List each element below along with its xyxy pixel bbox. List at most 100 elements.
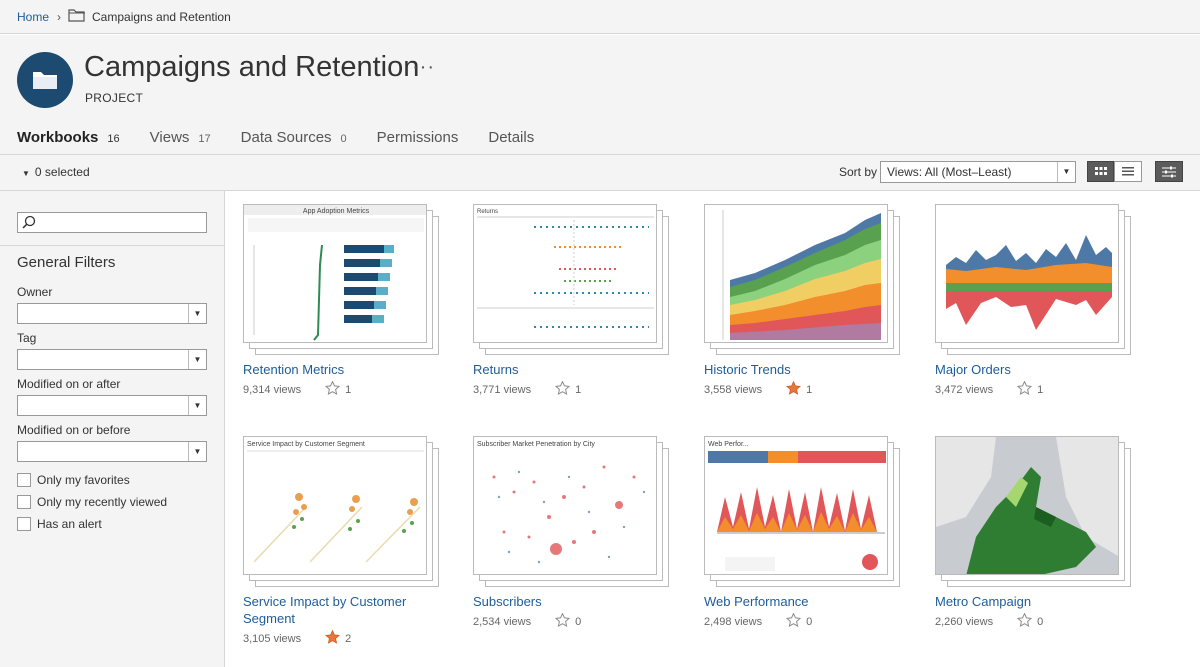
tab-label: Permissions (376, 129, 459, 146)
workbook-thumbnail[interactable] (935, 204, 1135, 356)
tab-bar: Workbooks 16 Views 17 Data Sources 0 Permis… (17, 129, 564, 157)
chevron-down-icon: ▼ (188, 442, 206, 461)
checkbox-box[interactable] (17, 517, 31, 531)
sort-select[interactable]: Views: All (Most–Least) ▼ (880, 161, 1076, 183)
workbook-meta: 3,472 views 1 (935, 380, 1043, 398)
workbook-meta: 2,534 views 0 (473, 612, 581, 630)
thumbnail-preview (935, 436, 1119, 575)
star-icon[interactable] (324, 380, 341, 398)
workbook-meta: 3,558 views 1 (704, 380, 813, 398)
thumbnail-title: Subscriber Market Penetration by City (477, 441, 595, 448)
workbook-meta: 9,314 views 1 (243, 380, 352, 398)
workbook-title-link[interactable]: Web Performance (704, 594, 809, 609)
tab-workbooks[interactable]: Workbooks 16 (17, 129, 120, 157)
view-count: 3,105 views (243, 632, 302, 645)
selection-menu[interactable]: ▼ 0 selected (22, 165, 90, 179)
workbook-title-link[interactable]: Subscribers (473, 594, 542, 609)
checkbox-box[interactable] (17, 495, 31, 509)
tab-permissions[interactable]: Permissions (377, 129, 459, 155)
view-count: 9,314 views (243, 383, 302, 396)
favorite-count: 2 (345, 632, 352, 645)
star-icon[interactable] (325, 629, 341, 647)
folder-outline-icon (68, 8, 86, 25)
workbook-card[interactable]: Web Perfor... Web Performance 2,498 view… (704, 436, 904, 628)
star-icon[interactable] (554, 612, 571, 630)
tag-select[interactable]: ▼ (17, 349, 207, 370)
workbook-card[interactable]: Service Impact by Customer Segment Servi… (243, 436, 443, 645)
folder-icon (17, 52, 73, 108)
tab-divider (0, 154, 1200, 155)
favorite-count: 0 (806, 615, 813, 628)
workbook-card[interactable]: App Adoption Metrics Retention Metrics 9… (243, 204, 443, 396)
star-icon[interactable] (554, 380, 571, 398)
sidebar-divider (0, 245, 224, 246)
workbook-thumbnail[interactable] (935, 436, 1135, 588)
checkbox-has-alert[interactable]: Has an alert (17, 517, 102, 531)
workbook-card[interactable]: Historic Trends 3,558 views 1 (704, 204, 904, 396)
workbook-thumbnail[interactable]: Web Perfor... (704, 436, 904, 588)
checkbox-recently-viewed[interactable]: Only my recently viewed (17, 495, 167, 509)
checkbox-label: Only my recently viewed (37, 495, 168, 509)
workbook-meta: 2,498 views 0 (704, 612, 813, 630)
workbook-title-link[interactable]: Returns (473, 362, 519, 377)
modified-before-select[interactable]: ▼ (17, 441, 207, 462)
filter-label-tag: Tag (17, 331, 37, 345)
tab-views[interactable]: Views 17 (150, 129, 211, 155)
workbook-card[interactable]: Major Orders 3,472 views 1 (935, 204, 1135, 396)
workbook-thumbnail[interactable]: Returns (473, 204, 673, 356)
caret-down-icon: ▼ (22, 169, 30, 178)
tab-count: 17 (198, 133, 211, 145)
list-view-icon[interactable] (1114, 161, 1142, 182)
modified-after-select[interactable]: ▼ (17, 395, 207, 416)
chevron-down-icon: ▼ (188, 396, 206, 415)
workbook-card[interactable]: Metro Campaign 2,260 views 0 (935, 436, 1135, 628)
tab-label: Data Sources (240, 129, 332, 146)
tab-data-sources[interactable]: Data Sources 0 (241, 129, 347, 155)
favorite-count: 1 (345, 383, 352, 396)
tab-count: 0 (340, 133, 347, 145)
workbook-card[interactable]: Subscriber Market Penetration by City Su… (473, 436, 673, 628)
workbook-thumbnail[interactable]: App Adoption Metrics (243, 204, 443, 356)
chevron-down-icon: ▼ (1057, 162, 1075, 182)
workbook-thumbnail[interactable]: Service Impact by Customer Segment (243, 436, 443, 588)
star-icon[interactable] (786, 380, 802, 398)
more-actions-button[interactable]: ··· (412, 56, 435, 78)
star-icon[interactable] (785, 612, 802, 630)
workbook-title-link[interactable]: Metro Campaign (935, 594, 1032, 609)
filter-label-modified-before: Modified on or before (17, 423, 131, 437)
checkbox-favorites[interactable]: Only my favorites (17, 473, 130, 487)
selection-count: 0 selected (34, 165, 90, 179)
checkbox-box[interactable] (17, 473, 31, 487)
search-input[interactable] (17, 212, 207, 233)
checkbox-label: Only my favorites (37, 473, 130, 487)
workbook-title-link[interactable]: Major Orders (935, 362, 1011, 377)
filters-heading: General Filters (17, 254, 116, 271)
tab-details[interactable]: Details (488, 129, 534, 155)
thumbnail-preview: Returns (473, 204, 657, 343)
breadcrumb-separator: › (57, 9, 62, 24)
star-icon[interactable] (1016, 612, 1033, 630)
workbook-title-link[interactable]: Service Impact by Customer Segment (243, 594, 407, 626)
star-icon[interactable] (1016, 380, 1033, 398)
workbook-thumbnail[interactable] (704, 204, 904, 356)
thumbnail-preview: App Adoption Metrics (243, 204, 427, 343)
workbook-title-link[interactable]: Retention Metrics (243, 362, 345, 377)
search-icon (22, 215, 36, 232)
filter-sliders-icon[interactable] (1155, 161, 1183, 182)
view-count: 3,771 views (473, 383, 532, 396)
workbook-card[interactable]: Returns Returns 3,771 views 1 (473, 204, 673, 396)
workbook-title-link[interactable]: Historic Trends (704, 362, 791, 377)
filter-label-modified-after: Modified on or after (17, 377, 121, 391)
breadcrumb-home-link[interactable]: Home (17, 9, 50, 24)
owner-select[interactable]: ▼ (17, 303, 207, 324)
thumbnail-title: Service Impact by Customer Segment (247, 441, 365, 448)
workbook-meta: 3,771 views 1 (473, 380, 581, 398)
view-count: 2,498 views (704, 615, 763, 628)
tab-label: Workbooks (17, 129, 99, 146)
workbook-thumbnail[interactable]: Subscriber Market Penetration by City (473, 436, 673, 588)
checkbox-label: Has an alert (37, 517, 102, 531)
breadcrumb-current: Campaigns and Retention (92, 9, 231, 24)
chevron-down-icon: ▼ (188, 350, 206, 369)
grid-view-icon[interactable] (1087, 161, 1114, 182)
favorite-count: 1 (806, 383, 813, 396)
